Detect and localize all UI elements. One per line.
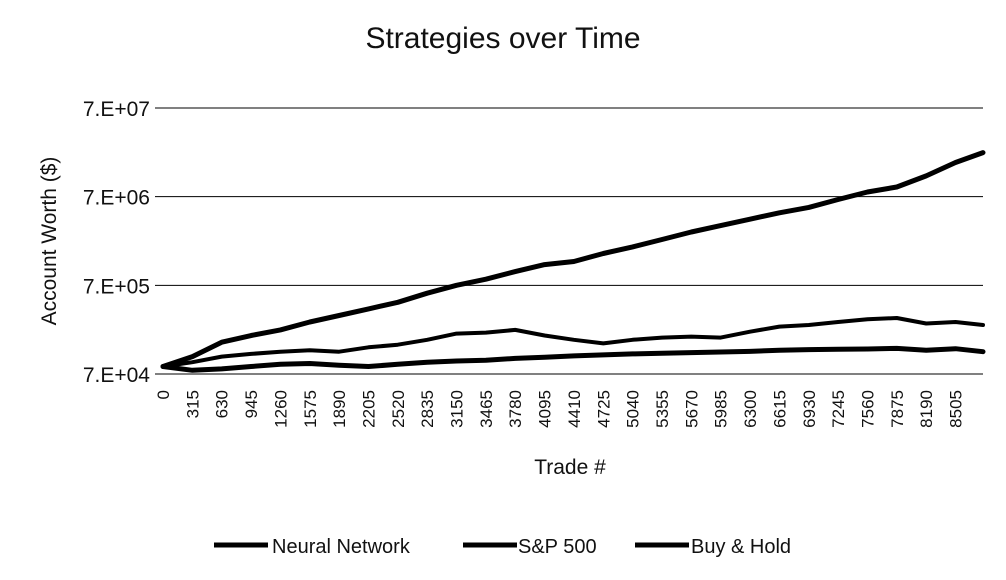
gridlines	[155, 107, 983, 375]
x-tick-label: 1575	[301, 390, 320, 428]
legend-item: Neural Network	[214, 536, 411, 558]
legend-item: Buy & Hold	[635, 536, 791, 558]
x-tick-label: 2520	[389, 390, 408, 428]
chart-title: Strategies over Time	[365, 22, 640, 55]
x-tick-label: 2205	[359, 390, 378, 428]
x-tick-label: 3780	[506, 390, 525, 428]
series-lines	[160, 150, 986, 373]
y-tick-label: 7.E+04	[83, 364, 150, 387]
x-tick-label: 3150	[448, 390, 467, 428]
y-tick-label: 7.E+07	[83, 98, 150, 121]
x-tick-label: 4410	[565, 390, 584, 428]
y-tick-label: 7.E+06	[83, 187, 150, 210]
x-axis-label: Trade #	[534, 456, 606, 479]
series-line-neural-network	[160, 150, 986, 369]
x-tick-label: 1890	[330, 390, 349, 428]
legend-label: Neural Network	[272, 536, 411, 558]
x-tick-label: 315	[183, 390, 202, 418]
x-tick-label: 630	[213, 390, 232, 418]
x-axis-ticks: 0 315 630 945 1260 1575 1890 2205 2520 2835 3150 34…	[154, 390, 966, 428]
x-tick-label: 3465	[477, 390, 496, 428]
x-tick-label: 6615	[770, 390, 789, 428]
x-tick-label: 7875	[888, 390, 907, 428]
x-tick-label: 945	[242, 390, 261, 418]
series-line-s-p-500	[161, 316, 985, 369]
x-tick-label: 5355	[653, 390, 672, 428]
x-tick-label: 4725	[594, 390, 613, 428]
x-tick-label: 5040	[624, 390, 643, 428]
x-tick-label: 8190	[917, 390, 936, 428]
x-tick-label: 7245	[829, 390, 848, 428]
x-tick-label: 5985	[712, 390, 731, 428]
x-tick-label: 0	[154, 390, 173, 399]
legend: Neural Network S&P 500 Buy & Hold	[214, 536, 791, 558]
x-tick-label: 2835	[418, 390, 437, 428]
y-axis-ticks: 7.E+04 7.E+05 7.E+06 7.E+07	[83, 98, 150, 387]
legend-label: S&P 500	[518, 536, 597, 558]
x-tick-label: 6930	[800, 390, 819, 428]
x-tick-label: 8505	[947, 390, 966, 428]
x-tick-label: 7560	[858, 390, 877, 428]
series-line-buy-hold	[160, 345, 986, 373]
legend-label: Buy & Hold	[691, 536, 791, 558]
x-tick-label: 1260	[271, 390, 290, 428]
legend-item: S&P 500	[463, 536, 597, 558]
y-axis-label: Account Worth ($)	[38, 157, 61, 326]
y-tick-label: 7.E+05	[83, 275, 150, 298]
x-tick-label: 6300	[741, 390, 760, 428]
x-tick-label: 5670	[682, 390, 701, 428]
x-tick-label: 4095	[536, 390, 555, 428]
